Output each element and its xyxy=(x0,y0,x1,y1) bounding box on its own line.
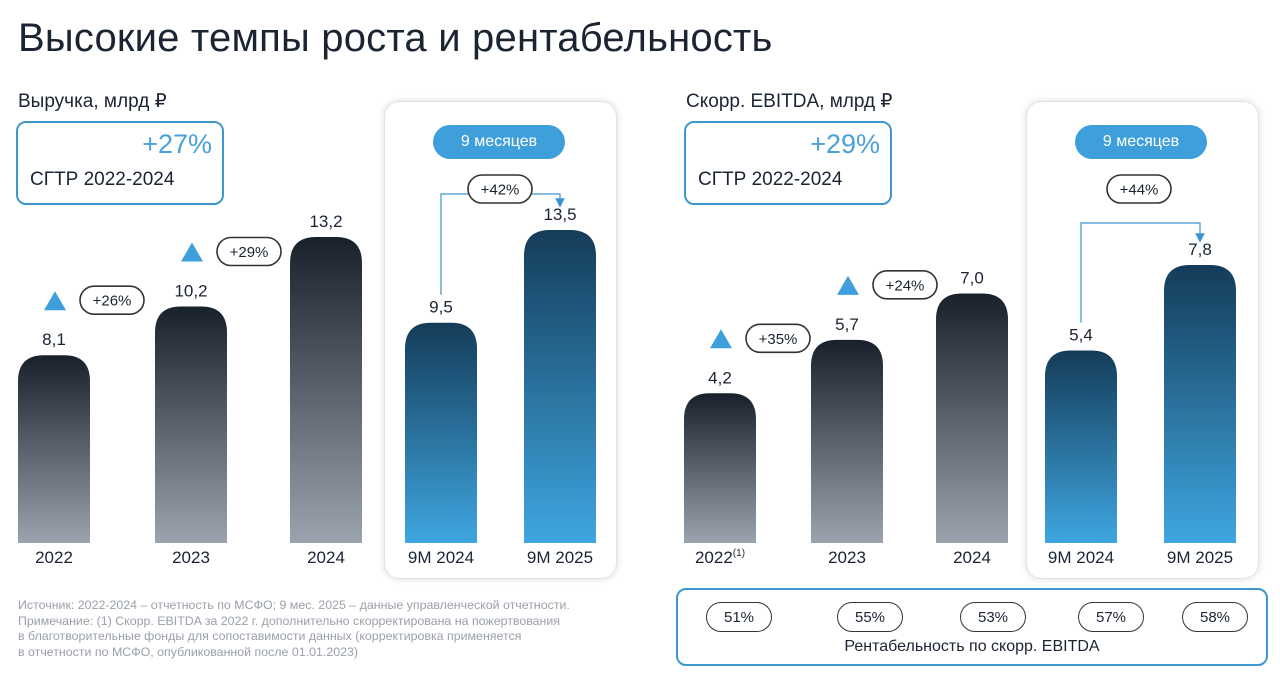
margin-label: Рентабельность по скорр. EBITDA xyxy=(844,638,1100,655)
category-label: 2023 xyxy=(172,548,210,567)
margin-badge: 57% xyxy=(1078,602,1144,632)
bar-9m-2025 xyxy=(524,230,596,543)
growth-triangle-icon xyxy=(181,242,203,262)
revenue-subtitle: Выручка, млрд ₽ xyxy=(18,91,167,112)
bar-2023 xyxy=(811,339,883,543)
category-superscript: (1) xyxy=(733,548,745,559)
category-label: 9M 2025 xyxy=(1167,548,1233,567)
margin-badge: 51% xyxy=(706,602,772,632)
growth-triangle-icon xyxy=(837,275,859,295)
category-label: 2024 xyxy=(953,548,991,567)
margin-badge: 58% xyxy=(1182,602,1248,632)
ebitda-subtitle: Скорр. EBITDA, млрд ₽ xyxy=(686,91,893,112)
growth-connector-arrow xyxy=(1080,222,1205,323)
bar-2023 xyxy=(155,306,227,543)
bar-2022 xyxy=(18,355,90,543)
bar-value-label: 7,8 xyxy=(1188,240,1212,259)
ebitda-cagr-label: СГТР 2022-2024 xyxy=(698,169,843,190)
growth-badge-label: +26% xyxy=(93,293,132,310)
category-label: 9M 2024 xyxy=(1048,548,1114,567)
growth-badge-label: +35% xyxy=(759,331,798,348)
margin-badge: 53% xyxy=(960,602,1026,632)
bar-2022 xyxy=(684,393,756,543)
revenue-cagr-label: СГТР 2022-2024 xyxy=(30,169,175,190)
category-label: 2022(1) xyxy=(695,548,745,567)
bar-value-label: 5,4 xyxy=(1069,326,1093,345)
revenue-cagr-value: +27% xyxy=(142,129,212,159)
category-label: 2024 xyxy=(307,548,345,567)
footnote-line: в отчетности по МСФО, опубликованной пос… xyxy=(18,644,359,659)
growth-badge: +29% xyxy=(216,236,282,267)
growth-badge: +35% xyxy=(745,323,811,354)
margin-badge: 55% xyxy=(837,602,903,632)
bar-value-label: 13,5 xyxy=(543,205,576,224)
page-title: Высокие темпы роста и рентабельность xyxy=(18,16,773,60)
growth-badge-label: +29% xyxy=(230,244,269,261)
category-label: 2022 xyxy=(35,548,73,567)
ebitda-cagr-value: +29% xyxy=(810,129,880,159)
bar-value-label: 9,5 xyxy=(429,298,453,317)
ebitda-period-pill: 9 месяцев xyxy=(1075,125,1207,159)
footnote-line: Примечание: (1) Скорр. EBITDA за 2022 г.… xyxy=(18,613,561,628)
growth-badge: +44% xyxy=(1106,174,1172,204)
footnote-line: Источник: 2022-2024 – отчетность по МСФО… xyxy=(18,598,570,612)
growth-badge: +24% xyxy=(872,270,938,300)
category-label: 2023 xyxy=(828,548,866,567)
growth-badge-frame xyxy=(216,236,282,267)
growth-badge-frame xyxy=(872,270,938,300)
growth-badge: +42% xyxy=(467,174,533,204)
growth-badge-frame xyxy=(1106,174,1172,204)
category-label: 9M 2024 xyxy=(408,548,474,567)
bar-value-label: 8,1 xyxy=(42,330,66,349)
footnote-line: в благотворительные фонды для сопоставим… xyxy=(18,629,522,644)
bar-value-label: 13,2 xyxy=(309,212,342,231)
bar-9m-2024 xyxy=(1045,350,1117,543)
bar-2024 xyxy=(290,236,362,543)
growth-badge-label: +24% xyxy=(886,277,925,294)
bar-value-label: 10,2 xyxy=(174,282,207,301)
growth-triangle-icon xyxy=(44,291,66,311)
growth-badge-label: +42% xyxy=(481,182,520,199)
ebitda-cagr-box: +29% СГТР 2022-2024 xyxy=(684,121,892,205)
growth-badge-frame xyxy=(745,323,811,354)
category-label: 9M 2025 xyxy=(527,548,593,567)
growth-badge-frame xyxy=(79,285,145,316)
footnotes: Источник: 2022-2024 – отчетность по МСФО… xyxy=(18,598,658,660)
margin-panel: 51% 55% 53% 57% 58% Рентабельность по ск… xyxy=(676,588,1268,666)
revenue-period-pill: 9 месяцев xyxy=(433,125,565,159)
bar-value-label: 7,0 xyxy=(960,269,984,288)
bar-9m-2024 xyxy=(405,322,477,543)
growth-badge-frame xyxy=(467,174,533,204)
bar-9m-2025 xyxy=(1164,265,1236,543)
revenue-cagr-box: +27% СГТР 2022-2024 xyxy=(16,121,224,205)
growth-badge-label: +44% xyxy=(1120,182,1159,199)
bar-value-label: 4,2 xyxy=(708,368,732,387)
bar-2024 xyxy=(936,293,1008,543)
growth-badge: +26% xyxy=(79,285,145,316)
growth-triangle-icon xyxy=(710,329,732,349)
bar-value-label: 5,7 xyxy=(835,315,859,334)
